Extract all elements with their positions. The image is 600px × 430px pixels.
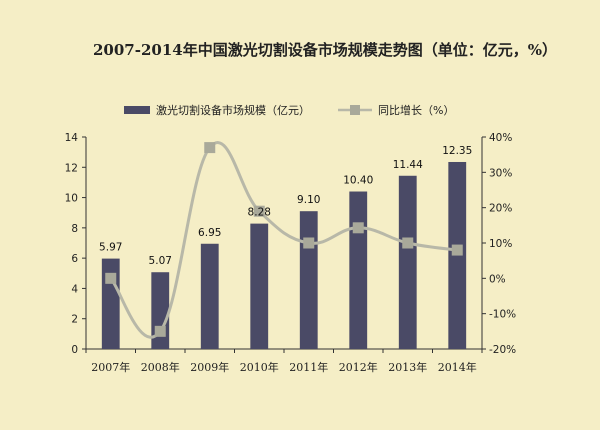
right-axis-tick-label: 0% [489, 273, 506, 285]
bar [349, 191, 368, 349]
growth-line-marker [303, 237, 315, 249]
growth-line-marker [352, 222, 364, 234]
left-axis-tick-label: 8 [71, 223, 78, 235]
bar-value-label: 11.44 [393, 159, 423, 171]
data-labels: 5.97 5.07 6.95 8.28 9.10 10.40 11.44 12.35 [99, 145, 472, 267]
x-axis-category-label: 2007年 [91, 360, 130, 374]
chart-title: 2007-2014年中国激光切割设备市场规模走势图（单位：亿元，%） [93, 41, 557, 59]
bar-value-label: 8.28 [248, 207, 271, 219]
bar-value-label: 10.40 [343, 175, 373, 187]
growth-line-marker [204, 142, 216, 154]
right-axis-tick-label: 20% [489, 203, 512, 215]
x-axis-category-label: 2012年 [339, 360, 378, 374]
left-axis-tick-label: 6 [71, 253, 78, 265]
left-axis-tick-label: 12 [65, 162, 78, 174]
x-axis-category-label: 2013年 [388, 360, 427, 374]
legend-bar-label: 激光切割设备市场规模（亿元） [156, 103, 310, 117]
growth-line-marker [105, 272, 117, 284]
growth-line-marker [451, 244, 463, 256]
x-axis-category-label: 2011年 [289, 360, 328, 374]
right-axis-tick-label: 40% [489, 132, 512, 144]
left-axis-tick-label: 14 [65, 132, 79, 144]
bar [250, 223, 269, 349]
bar [200, 243, 219, 349]
x-axis-category-label: 2008年 [141, 360, 180, 374]
growth-line-marker [154, 325, 166, 337]
right-axis-tick-label: -20% [489, 344, 516, 356]
axes: 0 2 4 6 8 10 12 14 -20% -10% 0% 10% 20% 30% 40% 2007年 20… [65, 132, 517, 374]
right-axis-tick-label: 10% [489, 238, 512, 250]
legend-line-marker [350, 105, 360, 115]
bar [101, 258, 120, 349]
bar [398, 175, 417, 349]
growth-line-series [105, 141, 463, 339]
left-axis-tick-label: 10 [65, 193, 78, 205]
x-axis-category-label: 2010年 [240, 360, 279, 374]
bar-value-label: 9.10 [297, 194, 320, 206]
x-axis-category-label: 2014年 [438, 360, 477, 374]
bar [299, 211, 318, 349]
x-axis-category-label: 2009年 [190, 360, 229, 374]
legend-bar-swatch [124, 106, 150, 114]
legend-line-label: 同比增长（%） [378, 103, 454, 117]
left-axis-tick-label: 2 [71, 314, 78, 326]
bar-value-label: 5.07 [149, 255, 172, 267]
left-axis-tick-label: 4 [71, 283, 78, 295]
legend: 激光切割设备市场规模（亿元） 同比增长（%） [124, 103, 454, 117]
bar-value-label: 12.35 [442, 145, 472, 157]
bar-value-label: 6.95 [198, 227, 221, 239]
right-axis-tick-label: 30% [489, 167, 512, 179]
growth-line-marker [253, 205, 265, 217]
bar-value-label: 5.97 [99, 242, 122, 254]
left-axis-tick-label: 0 [71, 344, 78, 356]
growth-line-marker [402, 237, 414, 249]
right-axis-tick-label: -10% [489, 309, 516, 321]
